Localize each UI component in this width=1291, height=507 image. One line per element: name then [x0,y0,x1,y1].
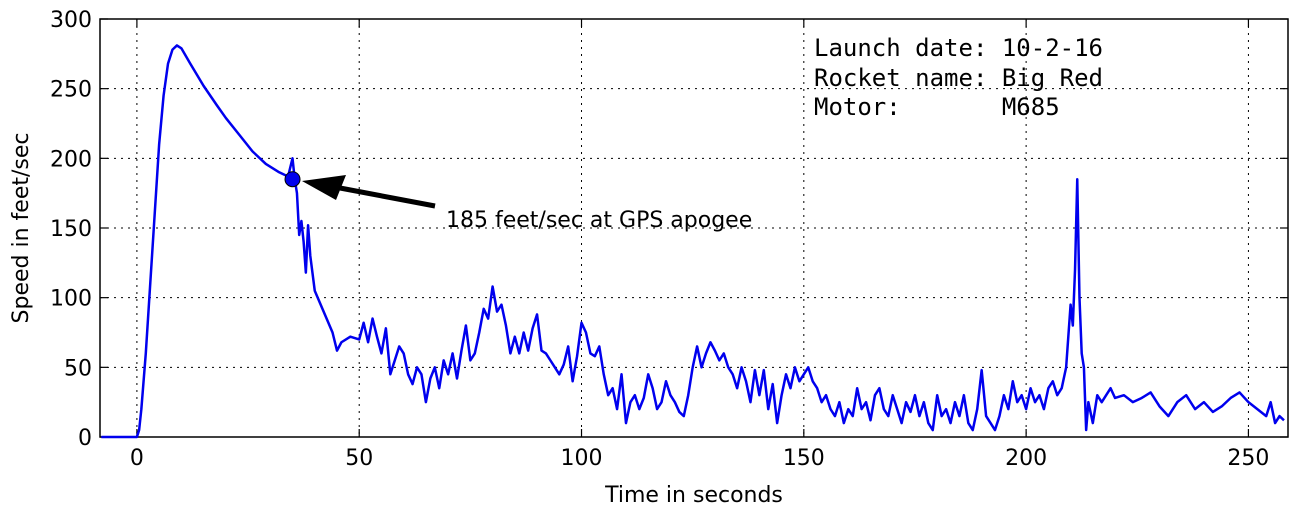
y-tick-label: 0 [78,426,92,451]
y-tick-label: 200 [50,147,92,172]
x-tick-label: 250 [1227,446,1269,471]
annotation-arrowhead [302,175,346,200]
x-tick-label: 0 [130,446,144,471]
apogee-marker [284,171,301,188]
x-tick-label: 200 [1005,446,1047,471]
x-axis-label: Time in seconds [604,483,783,507]
y-tick-label: 100 [50,287,92,312]
x-tick-label: 100 [561,446,603,471]
info-line: Rocket name: Big Red [814,64,1103,92]
y-tick-label: 150 [50,217,92,242]
x-tick-label: 50 [345,446,373,471]
info-line: Launch date: 10-2-16 [814,34,1103,62]
speed-line [101,44,1285,439]
y-tick-label: 300 [50,8,92,33]
y-tick-label: 250 [50,78,92,103]
y-axis-label: Speed in feet/sec [9,133,34,324]
x-tick-label: 150 [783,446,825,471]
y-tick-label: 50 [64,356,92,381]
annotation-arrow [339,185,436,209]
annotation-text: 185 feet/sec at GPS apogee [446,208,752,233]
info-line: Motor: M685 [814,93,1060,121]
